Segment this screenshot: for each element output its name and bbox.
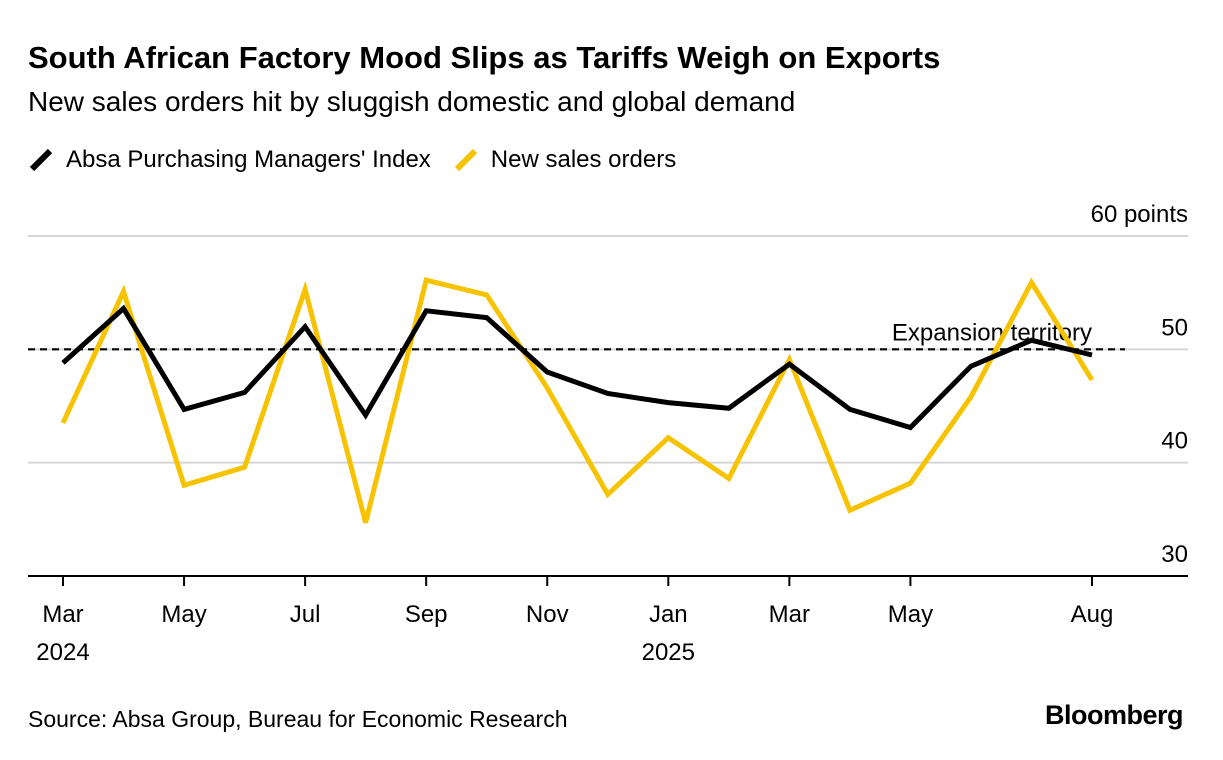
legend-label-orders: New sales orders <box>490 146 677 173</box>
x-tick-label-2024-11: Nov <box>526 601 569 628</box>
legend-swatch-orders-icon <box>454 148 477 172</box>
legend-item-pmi: Absa Purchasing Managers' Index <box>28 146 431 174</box>
legend-label-pmi: Absa Purchasing Managers' Index <box>66 146 431 173</box>
y-tick-label-60: 60 points <box>1091 201 1188 228</box>
x-tick-label-2025-05: May <box>888 601 933 628</box>
x-tick-label-2024-09: Sep <box>405 601 448 628</box>
chart-title: South African Factory Mood Slips as Tari… <box>28 40 941 75</box>
series-line-pmi <box>61 304 1093 431</box>
legend: Absa Purchasing Managers' Index New sale… <box>28 146 698 174</box>
x-tick-year-2025: 2025 <box>642 639 695 666</box>
legend-swatch-pmi-icon <box>29 148 53 172</box>
y-tick-label-30: 30 <box>1161 541 1188 568</box>
source-note: Source: Absa Group, Bureau for Economic … <box>28 706 568 732</box>
chart-subtitle: New sales orders hit by sluggish domesti… <box>28 86 796 117</box>
x-tick-label-2024-07: Jul <box>290 601 321 628</box>
x-tick-label-2025-01: Jan <box>649 601 688 628</box>
x-tick-label-2024-05: May <box>161 601 206 628</box>
x-tick-label-2025-08: Aug <box>1071 601 1114 628</box>
series-line-new-sales-orders <box>60 277 1095 524</box>
bloomberg-logo: Bloomberg <box>1044 700 1184 730</box>
x-tick-year-2024: 2024 <box>36 639 89 666</box>
x-tick-label-2025-03: Mar <box>769 601 810 628</box>
y-tick-label-50: 50 <box>1161 314 1188 341</box>
legend-item-orders: New sales orders <box>453 146 676 174</box>
x-tick-label-2024-03: Mar <box>42 601 83 628</box>
y-tick-label-40: 40 <box>1161 428 1188 455</box>
